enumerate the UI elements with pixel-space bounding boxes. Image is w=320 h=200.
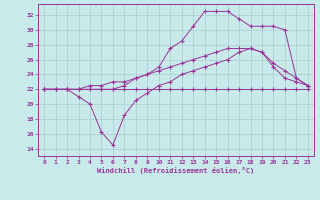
X-axis label: Windchill (Refroidissement éolien,°C): Windchill (Refroidissement éolien,°C) — [97, 167, 255, 174]
